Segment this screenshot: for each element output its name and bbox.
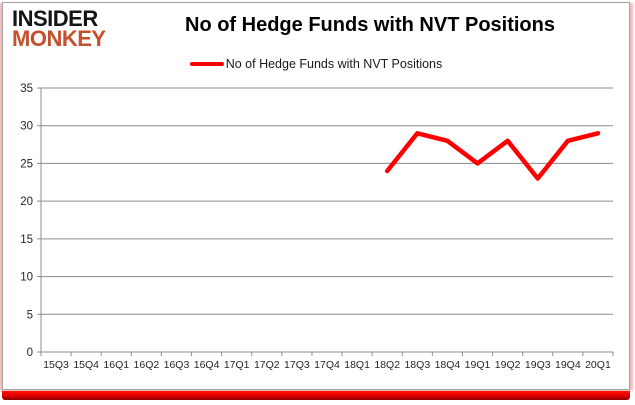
- x-tick-label: 15Q4: [73, 359, 99, 371]
- x-tick-label: 19Q2: [495, 359, 521, 371]
- y-tick-label: 0: [27, 347, 33, 359]
- y-tick-label: 20: [20, 196, 33, 208]
- x-tick-label: 16Q2: [134, 359, 160, 371]
- x-tick-label: 18Q2: [374, 359, 400, 371]
- logo-line-insider: INSIDER: [12, 6, 98, 31]
- x-tick-label: 16Q3: [164, 359, 190, 371]
- x-tick-label: 20Q1: [585, 359, 611, 371]
- legend: No of Hedge Funds with NVT Positions: [3, 57, 629, 71]
- chart-widget: INSIDER MONKEY No of Hedge Funds with NV…: [2, 2, 630, 390]
- x-tick-label: 19Q1: [465, 359, 491, 371]
- y-tick-label: 25: [20, 158, 33, 170]
- x-tick-label: 18Q4: [435, 359, 461, 371]
- y-tick-label: 30: [20, 121, 33, 133]
- y-tick-label: 35: [20, 83, 33, 95]
- x-tick-label: 17Q4: [314, 359, 340, 371]
- x-tick-label: 15Q3: [43, 359, 69, 371]
- x-tick-label: 18Q3: [404, 359, 430, 371]
- x-tick-label: 16Q4: [194, 359, 220, 371]
- red-accent-bar: [2, 391, 630, 400]
- x-tick-label: 16Q1: [103, 359, 129, 371]
- chart-plot-area: 0 5 10 15 20 25 30 35 15Q3 15Q4 16Q1 16Q2 16Q3 16Q4 17…: [20, 83, 614, 371]
- y-tick-label: 5: [27, 309, 33, 321]
- x-tick-label: 19Q4: [555, 359, 581, 371]
- chart-title: No of Hedge Funds with NVT Positions: [185, 14, 555, 36]
- x-tick-label: 17Q2: [254, 359, 280, 371]
- legend-label: No of Hedge Funds with NVT Positions: [225, 57, 443, 71]
- series-line: [384, 131, 601, 181]
- insider-monkey-logo: INSIDER MONKEY: [12, 6, 106, 52]
- legend-line-marker: [189, 62, 224, 66]
- y-tick-label: 10: [20, 272, 33, 284]
- y-tick-label: 15: [20, 234, 33, 246]
- x-tick-label: 19Q3: [525, 359, 551, 371]
- x-tick-label: 18Q1: [344, 359, 370, 371]
- x-tick-label: 17Q3: [284, 359, 310, 371]
- logo-line-monkey: MONKEY: [12, 26, 106, 52]
- x-tick-label: 17Q1: [224, 359, 250, 371]
